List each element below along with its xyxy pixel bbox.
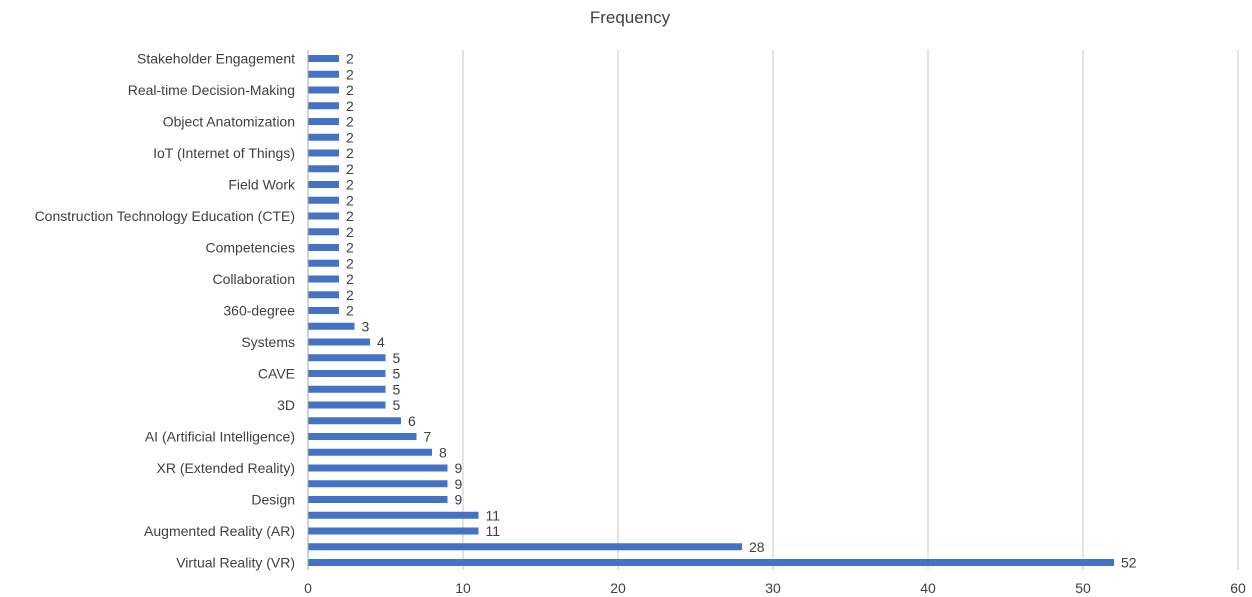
- bar-value-label: 4: [377, 334, 385, 350]
- category-label: Virtual Reality (VR): [176, 555, 295, 571]
- bar: [308, 401, 386, 409]
- bar: [308, 322, 355, 330]
- category-label: CAVE: [258, 366, 295, 382]
- bar-value-label: 11: [486, 523, 501, 539]
- bar-value-label: 2: [346, 98, 354, 114]
- bars: [308, 55, 1114, 566]
- bar: [308, 291, 339, 299]
- bar-value-label: 2: [346, 82, 354, 98]
- x-tick-label: 40: [920, 580, 936, 596]
- bar: [308, 527, 479, 535]
- bar-value-label: 2: [346, 287, 354, 303]
- bar: [308, 118, 339, 125]
- bar: [308, 181, 339, 188]
- x-tick-label: 10: [455, 580, 471, 596]
- category-label: 3D: [277, 397, 295, 413]
- bar: [308, 70, 339, 78]
- bar: [308, 543, 742, 551]
- bar-value-label: 2: [346, 66, 354, 82]
- chart-title: Frequency: [589, 8, 671, 27]
- bar-value-label: 5: [393, 350, 401, 366]
- bar: [308, 259, 339, 267]
- bar: [308, 338, 370, 346]
- bar-value-label: 11: [486, 507, 501, 523]
- x-tick-label: 0: [304, 580, 312, 596]
- category-label: Augmented Reality (AR): [144, 523, 295, 539]
- x-tick-label: 60: [1230, 580, 1246, 596]
- bar-value-label: 9: [455, 492, 463, 508]
- bar-value-label: 7: [424, 429, 432, 445]
- category-label: Design: [251, 492, 295, 508]
- category-label: Competencies: [206, 240, 296, 256]
- bar-value-label: 9: [455, 460, 463, 476]
- bar-value-label: 2: [346, 255, 354, 271]
- category-label: Collaboration: [213, 271, 296, 287]
- bar: [308, 417, 401, 425]
- bar-value-label: 2: [346, 192, 354, 208]
- bar: [308, 86, 339, 94]
- bar-value-label: 2: [346, 271, 354, 287]
- bar-value-label: 52: [1121, 555, 1137, 571]
- bar-value-label: 8: [439, 444, 447, 460]
- bar-value-label: 2: [346, 240, 354, 256]
- bar-value-label: 2: [346, 224, 354, 240]
- bar-value-label: 9: [455, 476, 463, 492]
- category-label: Stakeholder Engagement: [137, 51, 295, 67]
- category-label: XR (Extended Reality): [156, 460, 295, 476]
- bar: [308, 196, 339, 204]
- bar-value-label: 6: [408, 413, 416, 429]
- bar: [308, 464, 448, 472]
- bar: [308, 480, 448, 488]
- bar-value-label: 2: [346, 303, 354, 319]
- bar-value-label: 2: [346, 145, 354, 161]
- bar: [308, 370, 386, 377]
- bar: [308, 307, 339, 314]
- bar: [308, 133, 339, 141]
- bar: [308, 275, 339, 283]
- bar: [308, 102, 339, 110]
- bar-value-label: 2: [346, 51, 354, 67]
- bar-value-label: 2: [346, 129, 354, 145]
- category-label: IoT (Internet of Things): [153, 145, 295, 161]
- bar-value-label: 5: [393, 366, 401, 382]
- gridlines: [462, 50, 1239, 570]
- category-label: AI (Artificial Intelligence): [145, 429, 295, 445]
- bar: [308, 433, 417, 440]
- bar: [308, 244, 339, 251]
- category-label: Object Anatomization: [163, 114, 295, 130]
- bar-value-label: 5: [393, 381, 401, 397]
- bar: [308, 354, 386, 362]
- x-tick-label: 30: [765, 580, 781, 596]
- bar-value-label: 28: [749, 539, 765, 555]
- bar-value-label: 5: [393, 397, 401, 413]
- category-label: Construction Technology Education (CTE): [35, 208, 295, 224]
- bar: [308, 149, 339, 157]
- bar-value-label: 3: [362, 318, 370, 334]
- bar: [308, 228, 339, 236]
- bar: [308, 55, 339, 62]
- x-tick-label: 50: [1075, 580, 1091, 596]
- bar: [308, 448, 432, 456]
- bar-value-label: 2: [346, 114, 354, 130]
- category-label: Systems: [241, 334, 295, 350]
- bar: [308, 385, 386, 393]
- bar: [308, 511, 479, 519]
- bar-value-label: 2: [346, 161, 354, 177]
- category-label: Real-time Decision-Making: [128, 82, 295, 98]
- x-tick-label: 20: [610, 580, 626, 596]
- category-label: Field Work: [228, 177, 296, 193]
- category-label: 360-degree: [223, 303, 295, 319]
- bar-value-label: 2: [346, 177, 354, 193]
- bar: [308, 165, 339, 173]
- bar: [308, 559, 1114, 566]
- bar: [308, 212, 339, 220]
- bar-value-label: 2: [346, 208, 354, 224]
- bar: [308, 496, 448, 503]
